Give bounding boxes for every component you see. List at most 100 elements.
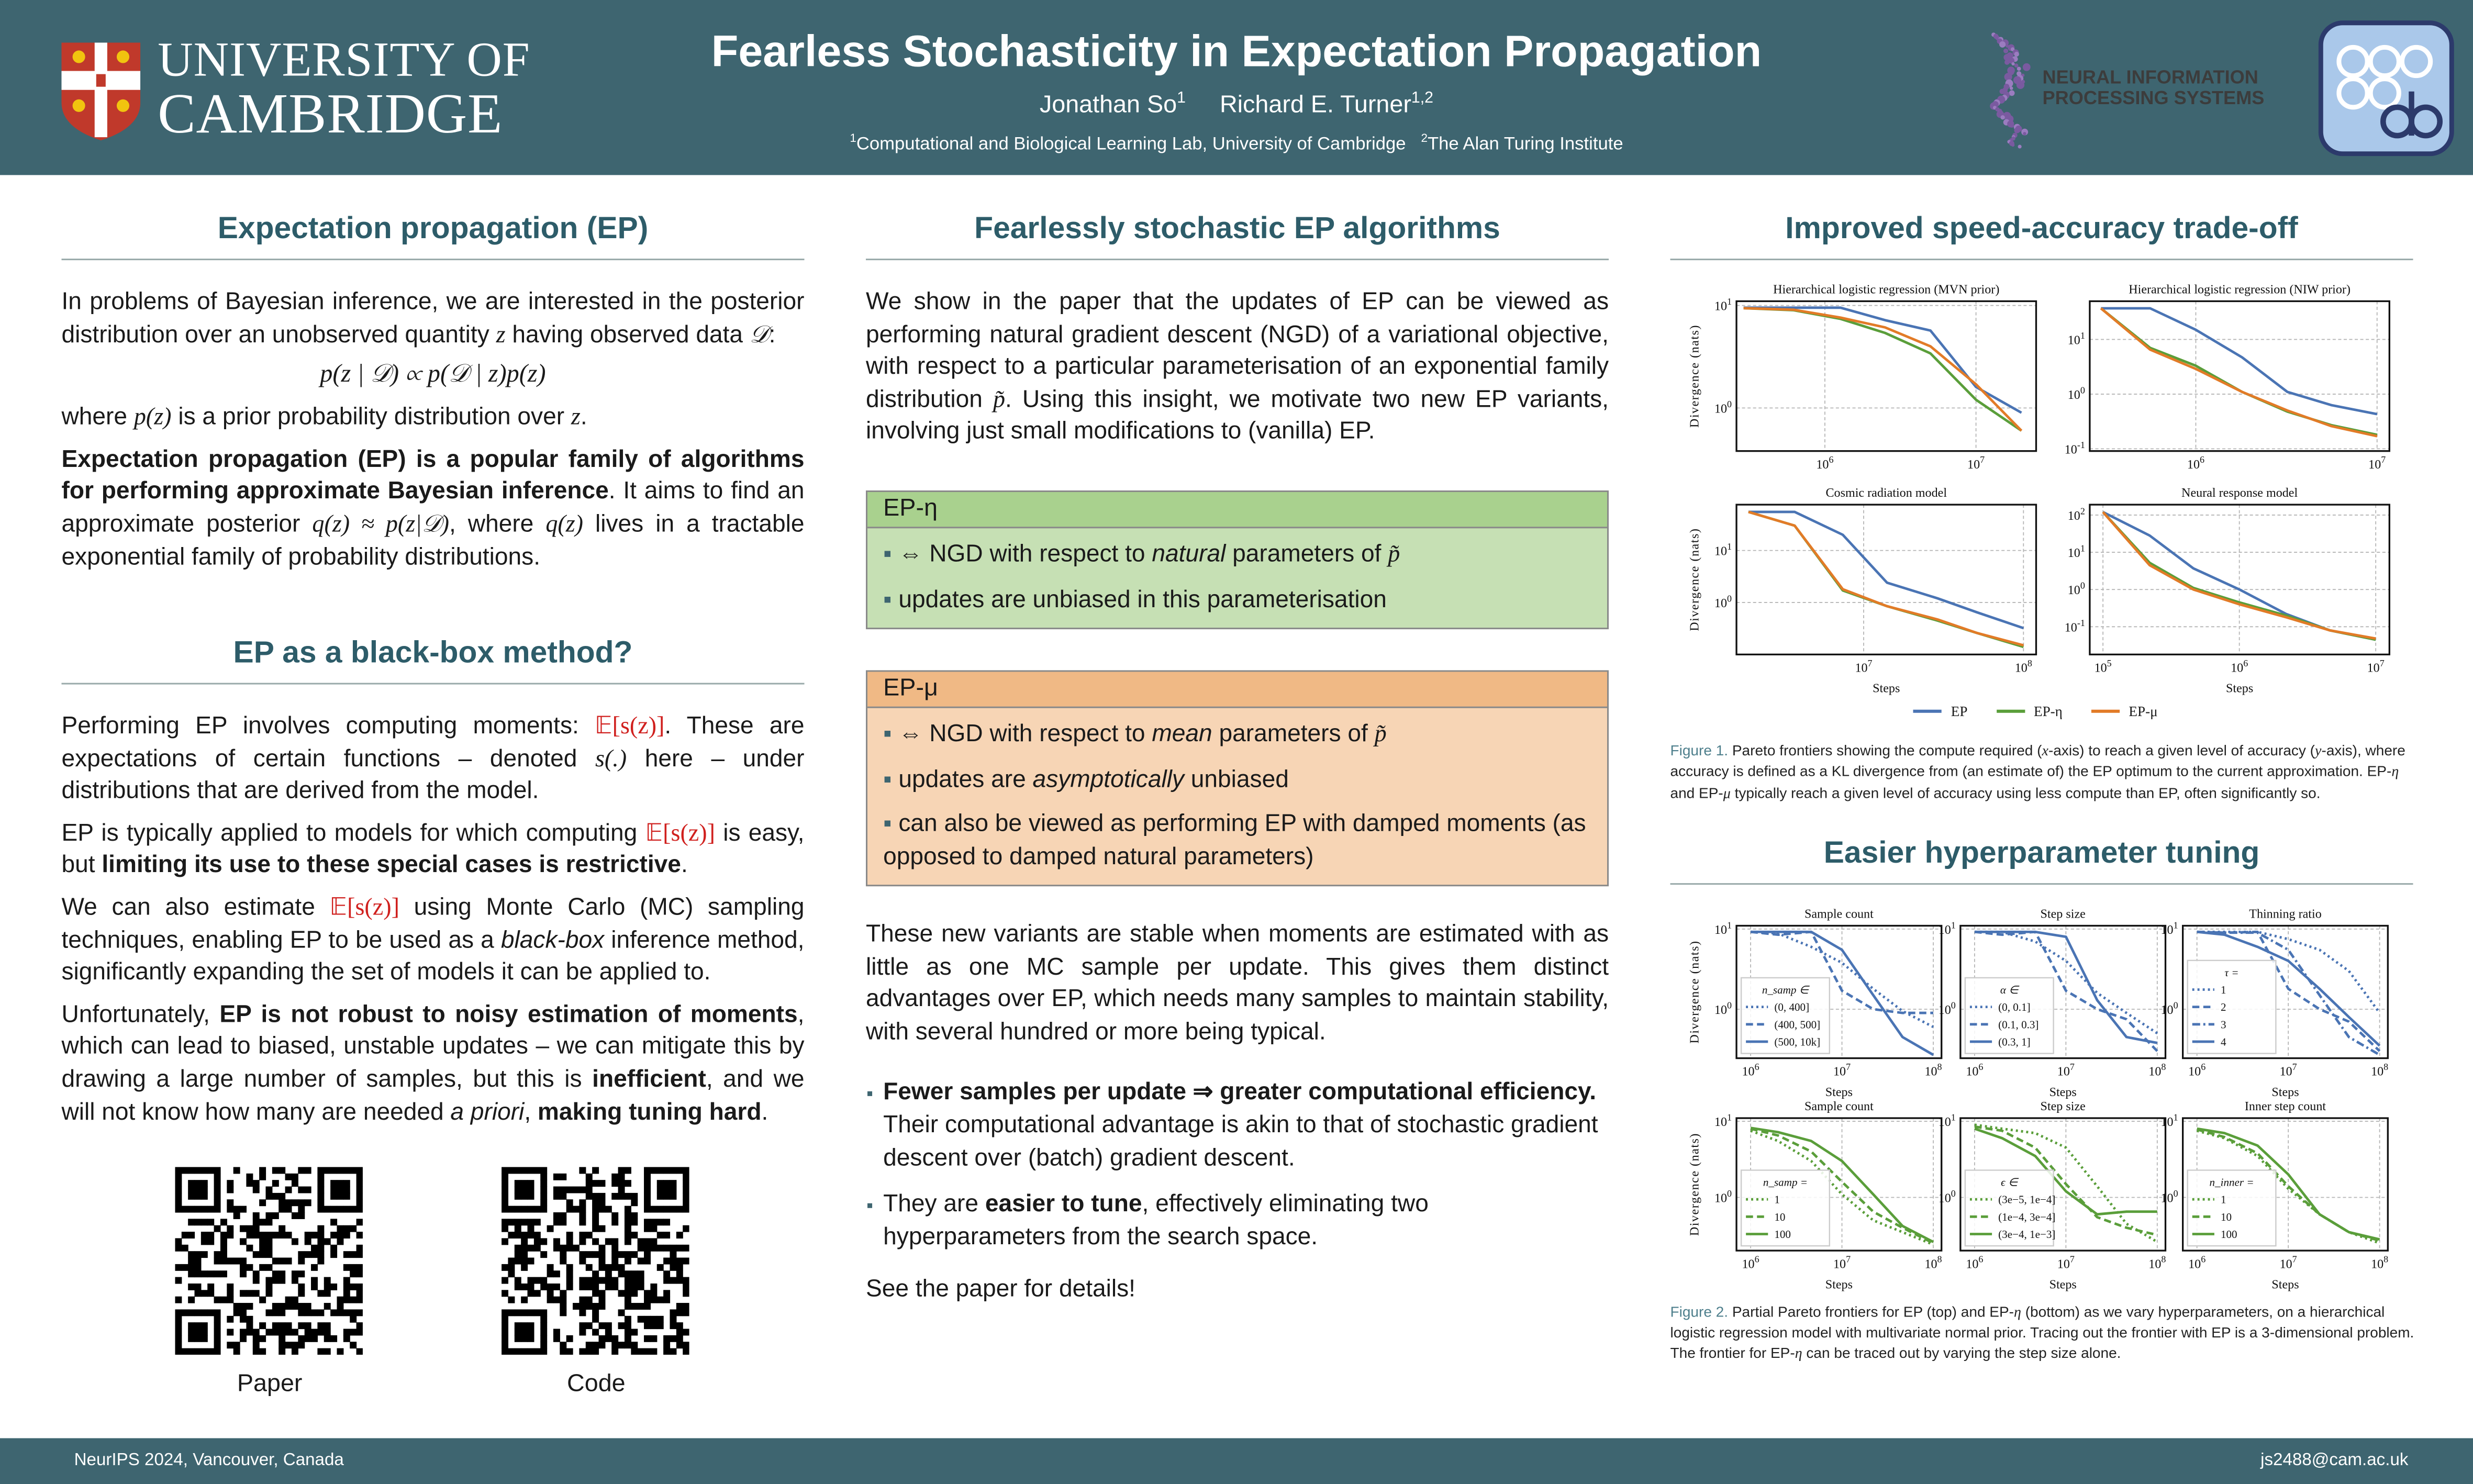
x-tick-label: 108	[2015, 658, 2032, 675]
logo-dot	[2023, 132, 2026, 136]
text-run: s(.)	[595, 745, 627, 773]
text-run: , effectively eliminating two hyperparam…	[883, 1191, 1429, 1251]
qr-module	[631, 1212, 638, 1219]
qr-module	[605, 1238, 612, 1245]
logo-dot	[2011, 62, 2015, 66]
qr-module	[272, 1212, 279, 1219]
qr-module	[663, 1244, 671, 1252]
qr-module	[566, 1283, 573, 1290]
x-tick-label: 107	[2280, 1062, 2297, 1079]
qr-module	[650, 1335, 658, 1342]
qr-module	[285, 1322, 292, 1330]
qr-module	[246, 1232, 253, 1239]
qr-module	[214, 1251, 221, 1258]
qr-module	[656, 1296, 664, 1303]
qr-module	[259, 1348, 266, 1355]
qr-module	[200, 1348, 208, 1355]
paragraph: EP is typically applied to models for wh…	[61, 818, 804, 883]
qr-module	[194, 1309, 202, 1316]
qr-module	[540, 1167, 548, 1174]
panel-title: Cosmic radiation model	[1825, 486, 1947, 500]
qr-module	[175, 1180, 182, 1187]
qr-module	[676, 1342, 683, 1349]
qr-module	[566, 1238, 573, 1245]
text-run: We show in the paper that the updates of…	[866, 288, 1609, 413]
qr-module	[298, 1283, 305, 1290]
series-line	[1974, 930, 2158, 1052]
ep-mu-title: EP-μ	[867, 672, 1608, 708]
qr-module	[214, 1270, 221, 1278]
logo-dot	[2016, 81, 2025, 89]
qr-module	[521, 1244, 528, 1252]
qr-module	[624, 1232, 631, 1239]
qr-module	[670, 1167, 677, 1174]
qr-module	[631, 1283, 638, 1290]
qr-module	[246, 1290, 253, 1297]
qr-module	[663, 1335, 671, 1342]
qr-module	[350, 1329, 357, 1336]
qr-module	[579, 1296, 586, 1303]
x-tick-label: 106	[1966, 1062, 1983, 1079]
logo-dot	[2003, 54, 2011, 61]
qr-module	[502, 1225, 509, 1232]
qr-module	[521, 1192, 528, 1200]
legend-label: 100	[2221, 1228, 2237, 1241]
qr-module	[611, 1244, 619, 1252]
footer-email[interactable]: js2488@cam.ac.uk	[2260, 1450, 2409, 1470]
legend-label: (3e−5, 1e−4]	[1998, 1193, 2055, 1206]
x-axis-label: Steps	[2271, 1278, 2299, 1291]
qr-module	[598, 1244, 606, 1252]
qr-module	[624, 1219, 631, 1226]
qr-module	[272, 1329, 279, 1336]
qr-module	[233, 1348, 240, 1355]
author-list: Jonathan So1 Richard E. Turner1,2	[536, 90, 1936, 120]
qr-module	[508, 1264, 515, 1271]
panel-legend: α ∈ (0, 0.1] (0.1, 0.3] (0.3, 1]	[1964, 977, 2054, 1054]
qr-module	[683, 1277, 689, 1284]
qr-module	[252, 1251, 260, 1258]
qr-code-code[interactable]	[502, 1167, 689, 1355]
qr-module	[233, 1257, 240, 1265]
qr-module	[291, 1199, 298, 1207]
qr-module	[527, 1322, 534, 1330]
y-tick-label: 101	[1939, 920, 1956, 937]
qr-module	[644, 1180, 651, 1187]
qr-module	[656, 1219, 664, 1226]
qr-module	[624, 1206, 631, 1213]
qr-module	[579, 1238, 586, 1245]
panel-title: Neural response model	[2181, 486, 2298, 500]
qr-module	[188, 1309, 195, 1316]
qr-module	[194, 1192, 202, 1200]
text-run: parameters of	[1212, 720, 1375, 748]
text-run: 𝔼[s(z)]	[594, 712, 665, 740]
qr-module	[279, 1303, 286, 1310]
qr-module	[317, 1173, 325, 1180]
legend-box	[2187, 959, 2277, 1054]
qr-module	[181, 1167, 188, 1174]
y-tick-label: 100	[1714, 1000, 1732, 1017]
y-tick-label: 101	[1939, 1112, 1956, 1130]
qr-module	[265, 1244, 273, 1252]
qr-module	[311, 1309, 318, 1316]
qr-module	[350, 1225, 357, 1232]
qr-module	[200, 1309, 208, 1316]
qr-module	[291, 1180, 298, 1187]
qr-module	[200, 1335, 208, 1342]
qr-module	[324, 1348, 331, 1355]
qr-module	[194, 1206, 202, 1213]
qr-module	[644, 1244, 651, 1252]
qr-module	[683, 1257, 689, 1265]
x-axis-label: Steps	[2049, 1278, 2077, 1291]
qr-module	[566, 1244, 573, 1252]
qr-module	[663, 1296, 671, 1303]
qr-module	[676, 1244, 683, 1252]
qr-module	[502, 1290, 509, 1297]
qr-module	[560, 1186, 567, 1193]
qr-module	[631, 1277, 638, 1284]
qr-module	[611, 1264, 619, 1271]
qr-module	[663, 1348, 671, 1355]
qr-module	[188, 1251, 195, 1258]
qr-module	[285, 1173, 292, 1180]
legend-title: τ =	[2225, 966, 2239, 979]
qr-code-paper[interactable]	[175, 1167, 363, 1355]
